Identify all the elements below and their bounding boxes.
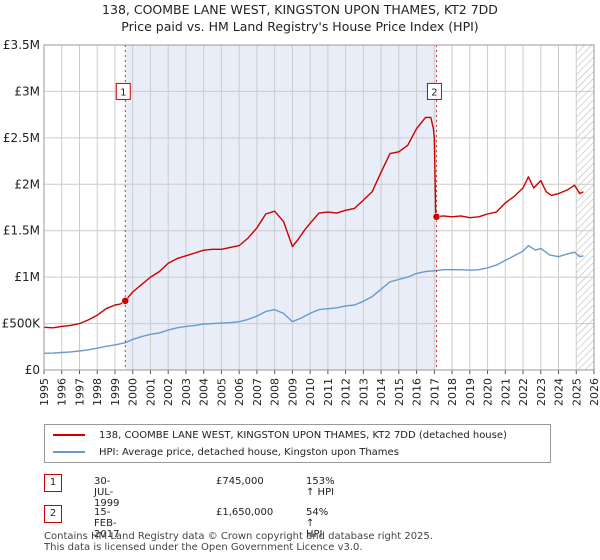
legend-label-property: 138, COOMBE LANE WEST, KINGSTON UPON THA… (99, 429, 507, 441)
y-tick-label: £3.5M (3, 38, 40, 52)
x-tick-label: 2024 (553, 378, 566, 406)
x-tick-label: 2000 (127, 378, 140, 406)
marker-label: 2 (431, 87, 437, 98)
transaction-date-2: 15-FEB-2017 (94, 507, 120, 540)
transaction-hpi-2: 54% ↑ HPI (306, 507, 329, 540)
x-tick-label: 2001 (144, 378, 157, 406)
legend: 138, COOMBE LANE WEST, KINGSTON UPON THA… (44, 424, 551, 463)
axes: £0 £500K £1M £1.5M £2M £2.5M £3M £3.5M 1995 1996 1… (2, 38, 600, 406)
transaction-date-1: 30-JUL-1999 (94, 476, 120, 509)
x-tick-label: 2015 (393, 378, 406, 406)
chart-subtitle: Price paid vs. HM Land Registry's House … (121, 19, 479, 34)
x-tick-label: 1997 (73, 378, 86, 406)
legend-item-property: 138, COOMBE LANE WEST, KINGSTON UPON THA… (53, 427, 507, 443)
transaction-price-1: £745,000 (216, 476, 264, 487)
series-group (44, 116, 584, 354)
forecast-hatch (576, 45, 594, 370)
x-tick-label: 2009 (286, 378, 299, 406)
y-tick-label: £3M (14, 84, 40, 98)
x-tick-label: 2016 (411, 378, 424, 406)
chart-title: 138, COOMBE LANE WEST, KINGSTON UPON THA… (102, 2, 498, 17)
x-tick-label: 2021 (499, 378, 512, 406)
x-tick-label: 2025 (570, 378, 583, 406)
ownership-shade (125, 45, 437, 370)
y-tick-label: £0 (25, 363, 40, 377)
x-tick-label: 2019 (464, 378, 477, 406)
x-tick-label: 2004 (198, 378, 211, 406)
y-tick-label: £2M (14, 177, 40, 191)
x-tick-label: 2012 (340, 378, 353, 406)
legend-swatch-property (53, 434, 85, 436)
legend-label-hpi: HPI: Average price, detached house, King… (99, 446, 399, 458)
transaction-hpi-1: 153% ↑ HPI (306, 476, 335, 498)
hpi-line (44, 244, 584, 354)
x-tick-label: 1998 (91, 378, 104, 406)
legend-item-hpi: HPI: Average price, detached house, King… (53, 444, 399, 460)
legend-swatch-hpi (53, 451, 85, 453)
x-tick-label: 2008 (269, 378, 282, 406)
x-tick-label: 2022 (517, 378, 530, 406)
x-tick-label: 2011 (322, 378, 335, 406)
x-tick-label: 2013 (357, 378, 370, 406)
x-tick-label: 2005 (215, 378, 228, 406)
plot-frame (43, 44, 595, 371)
marker-label: 1 (120, 87, 126, 98)
x-tick-label: 2003 (180, 378, 193, 406)
x-tick-label: 2007 (251, 378, 264, 406)
footer-line-2: This data is licensed under the Open Gov… (44, 542, 363, 553)
y-tick-label: £1M (14, 270, 40, 284)
x-tick-label: 2017 (428, 378, 441, 406)
transaction-price-2: £1,650,000 (216, 507, 274, 518)
x-tick-label: 2002 (162, 378, 175, 406)
marker-box (426, 82, 442, 100)
y-tick-label: £1.5M (3, 224, 40, 238)
sale-point (432, 213, 441, 221)
transaction-badge-2: 2 (44, 505, 62, 523)
x-tick-label: 1999 (109, 378, 122, 406)
footer: Contains HM Land Registry data © Crown c… (44, 531, 433, 553)
x-tick-label: 2023 (535, 378, 548, 406)
property-price-line (44, 116, 584, 329)
footer-line-1: Contains HM Land Registry data © Crown c… (44, 531, 433, 542)
marker-box (115, 82, 131, 100)
y-tick-label: £2.5M (3, 131, 40, 145)
x-tick-label: 2010 (304, 378, 317, 406)
transaction-badge-1: 1 (44, 474, 62, 492)
x-tick-label: 2006 (233, 378, 246, 406)
x-tick-label: 1995 (38, 378, 51, 406)
x-tick-label: 2026 (588, 378, 600, 406)
sale-point (121, 297, 130, 305)
x-tick-label: 2014 (375, 378, 388, 406)
x-tick-label: 2018 (446, 378, 459, 406)
x-tick-label: 2020 (482, 378, 495, 406)
x-tick-label: 1996 (56, 378, 69, 406)
y-tick-label: £500K (2, 317, 42, 331)
